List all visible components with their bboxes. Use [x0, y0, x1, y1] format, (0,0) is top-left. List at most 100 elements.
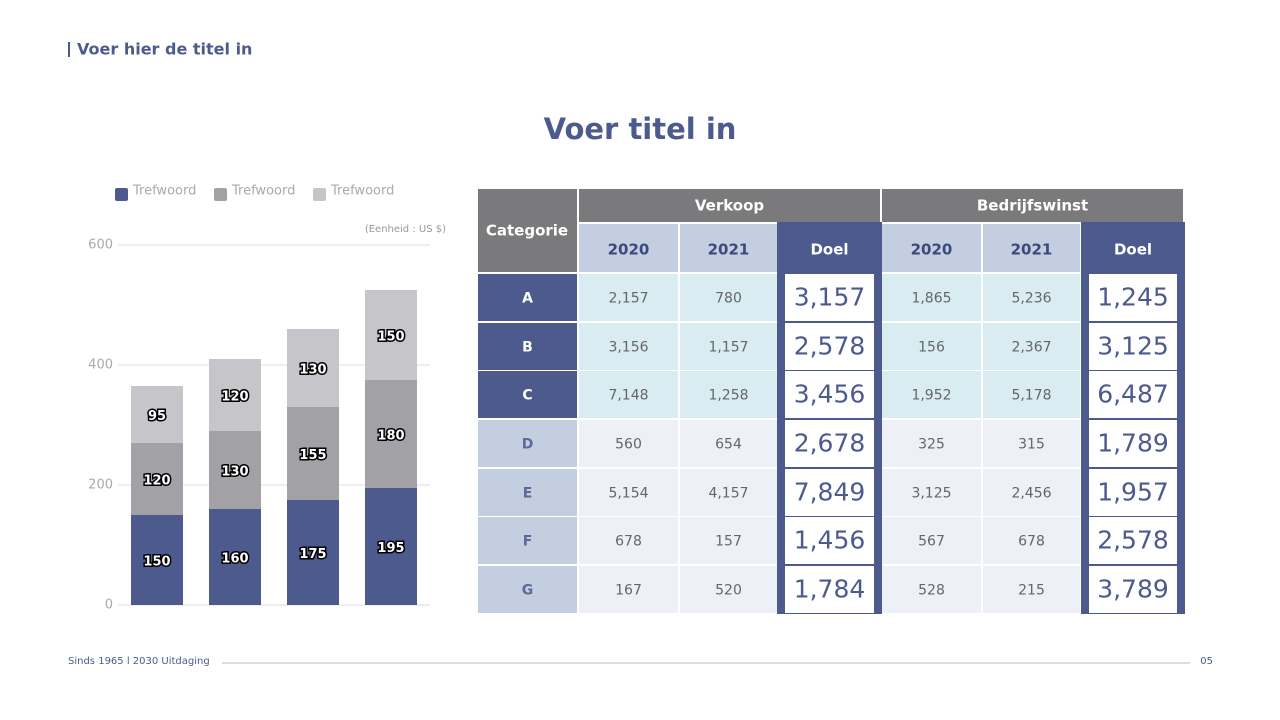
cell	[882, 469, 981, 516]
cell-text: 2,456	[1011, 486, 1051, 502]
bar-segment	[209, 359, 261, 431]
cell	[579, 469, 678, 516]
cell	[882, 566, 981, 613]
cell-text: 528	[918, 583, 945, 599]
cell-text: 520	[715, 583, 742, 599]
cell	[882, 420, 981, 467]
cell	[785, 420, 874, 467]
cell	[579, 566, 678, 613]
column-label: 2020	[911, 241, 953, 259]
cell-text: F	[523, 534, 533, 550]
legend-swatch	[115, 188, 128, 201]
cell	[579, 323, 678, 370]
data-label: 120	[143, 474, 170, 489]
cell-text: 325	[918, 437, 945, 453]
cell-text: 2,678	[794, 429, 866, 458]
bar-segment	[131, 443, 183, 515]
data-label: 180	[377, 429, 404, 444]
cell	[785, 517, 874, 564]
cell	[785, 566, 874, 613]
cell	[882, 371, 981, 418]
cell-text: 2,367	[1011, 340, 1051, 356]
cell	[579, 420, 678, 467]
cell-text: 157	[715, 534, 742, 550]
title-marker	[68, 42, 70, 57]
cell	[983, 371, 1080, 418]
cell-text: 3,156	[608, 340, 648, 356]
cell	[983, 566, 1080, 613]
cell-text: 1,456	[794, 526, 866, 555]
cell-text: 3,789	[1097, 575, 1169, 604]
footer-text: Sinds 1965 l 2030 Uitdaging	[68, 656, 210, 667]
header-label: Categorie	[486, 222, 568, 240]
cell-text: 6,487	[1097, 380, 1169, 409]
main-title: Voer titel in	[544, 112, 737, 146]
cell-text: 167	[615, 583, 642, 599]
cell	[1089, 469, 1177, 516]
cell	[785, 323, 874, 370]
cell-text: 1,258	[708, 388, 748, 404]
data-label: 175	[299, 547, 326, 562]
cell	[882, 274, 981, 321]
y-tick-label: 0	[105, 598, 113, 613]
cell-text: 5,178	[1011, 388, 1051, 404]
column-label: 2020	[608, 241, 650, 259]
cell-text: 2,578	[1097, 526, 1169, 555]
cell	[680, 420, 777, 467]
cell-text: 1,865	[911, 291, 951, 307]
column-label: 2021	[1011, 241, 1053, 259]
cell	[478, 274, 577, 321]
cell-text: 780	[715, 291, 742, 307]
cell	[785, 274, 874, 321]
cell-text: G	[522, 583, 534, 599]
bar-segment	[365, 488, 417, 605]
data-label: 95	[148, 409, 166, 424]
bar-segment	[287, 500, 339, 605]
cell	[680, 566, 777, 613]
cell	[882, 517, 981, 564]
bar-segment	[209, 509, 261, 605]
column-label: Doel	[810, 241, 848, 259]
legend-swatch	[214, 188, 227, 201]
cell-text: 1,784	[794, 575, 866, 604]
cell	[680, 323, 777, 370]
cell	[882, 323, 981, 370]
cell	[1089, 323, 1177, 370]
cell-text: 1,789	[1097, 429, 1169, 458]
data-label: 120	[221, 390, 248, 405]
column-header	[680, 224, 777, 272]
cell	[478, 517, 577, 564]
cell-text: 3,125	[1097, 332, 1169, 361]
cell-text: 7,849	[794, 478, 866, 507]
cell	[1089, 566, 1177, 613]
data-label: 195	[377, 541, 404, 556]
cell	[1089, 371, 1177, 418]
column-label: 2021	[708, 241, 750, 259]
y-tick-label: 400	[88, 358, 113, 373]
cell	[983, 420, 1080, 467]
data-label: 160	[221, 552, 248, 567]
cell-text: C	[522, 388, 532, 404]
bar-segment	[287, 329, 339, 407]
cell-text: 654	[715, 437, 742, 453]
cell-text: 3,456	[794, 380, 866, 409]
bar-segment	[131, 386, 183, 443]
cell	[680, 274, 777, 321]
data-label: 150	[143, 555, 170, 570]
cell-text: 560	[615, 437, 642, 453]
cell	[983, 517, 1080, 564]
cell-text: 315	[1018, 437, 1045, 453]
cell-text: 678	[1018, 534, 1045, 550]
bar-segment	[287, 407, 339, 500]
group-label: Verkoop	[695, 197, 765, 215]
cell-text: 5,236	[1011, 291, 1051, 307]
column-header	[882, 224, 981, 272]
cell-text: 7,148	[608, 388, 648, 404]
cell	[680, 371, 777, 418]
cell-text: 3,157	[794, 283, 866, 312]
cell-text: 678	[615, 534, 642, 550]
cell	[680, 517, 777, 564]
cell-text: 156	[918, 340, 945, 356]
bar-segment	[365, 380, 417, 488]
